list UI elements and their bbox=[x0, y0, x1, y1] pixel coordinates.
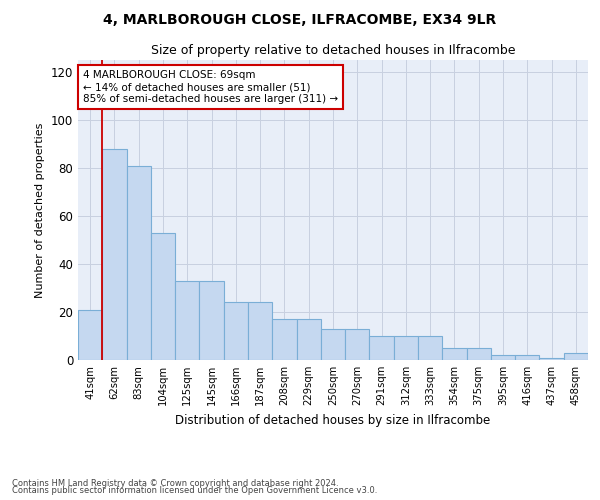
Text: 4 MARLBOROUGH CLOSE: 69sqm
← 14% of detached houses are smaller (51)
85% of semi: 4 MARLBOROUGH CLOSE: 69sqm ← 14% of deta… bbox=[83, 70, 338, 104]
Bar bbox=[394, 336, 418, 360]
Bar bbox=[370, 336, 394, 360]
Text: Contains public sector information licensed under the Open Government Licence v3: Contains public sector information licen… bbox=[12, 486, 377, 495]
X-axis label: Distribution of detached houses by size in Ilfracombe: Distribution of detached houses by size … bbox=[175, 414, 491, 426]
Bar bbox=[321, 329, 345, 360]
Bar bbox=[539, 358, 564, 360]
Bar bbox=[418, 336, 442, 360]
Bar bbox=[224, 302, 248, 360]
Bar bbox=[102, 149, 127, 360]
Bar bbox=[564, 353, 588, 360]
Y-axis label: Number of detached properties: Number of detached properties bbox=[35, 122, 45, 298]
Bar bbox=[272, 319, 296, 360]
Bar bbox=[467, 348, 491, 360]
Bar bbox=[175, 281, 199, 360]
Bar bbox=[491, 355, 515, 360]
Bar bbox=[442, 348, 467, 360]
Bar bbox=[78, 310, 102, 360]
Bar bbox=[199, 281, 224, 360]
Bar bbox=[345, 329, 370, 360]
Title: Size of property relative to detached houses in Ilfracombe: Size of property relative to detached ho… bbox=[151, 44, 515, 58]
Bar bbox=[515, 355, 539, 360]
Bar bbox=[127, 166, 151, 360]
Text: 4, MARLBOROUGH CLOSE, ILFRACOMBE, EX34 9LR: 4, MARLBOROUGH CLOSE, ILFRACOMBE, EX34 9… bbox=[103, 12, 497, 26]
Bar bbox=[248, 302, 272, 360]
Bar bbox=[296, 319, 321, 360]
Bar bbox=[151, 233, 175, 360]
Text: Contains HM Land Registry data © Crown copyright and database right 2024.: Contains HM Land Registry data © Crown c… bbox=[12, 478, 338, 488]
